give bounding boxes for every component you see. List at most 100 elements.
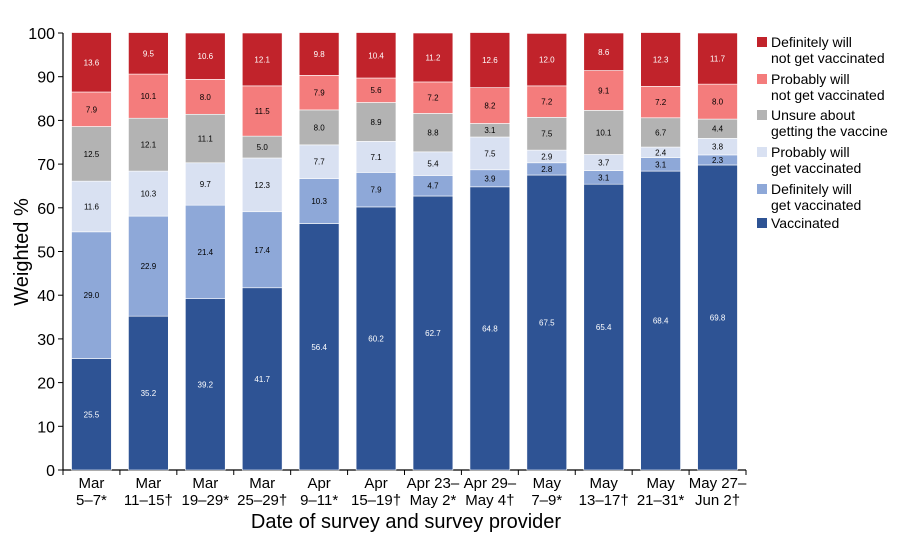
bar-segment (185, 79, 226, 115)
x-tick-label: Jun 2† (695, 492, 740, 509)
legend-swatch (757, 74, 767, 84)
data-label: 65.4 (596, 323, 612, 332)
bar-stack: 68.4 3.1 2.4 6.7 7.2 12.3 (640, 32, 681, 471)
data-label: 3.9 (484, 174, 496, 183)
data-label: 17.4 (254, 246, 270, 255)
bar-segment (412, 81, 454, 114)
legend-label: Definitely will (771, 181, 852, 197)
y-tick-label: 100 (28, 26, 55, 43)
x-tick-label: 15–19† (351, 492, 401, 509)
bar-segment (128, 117, 169, 172)
data-label: 35.2 (141, 389, 157, 398)
data-label: 8.0 (200, 93, 212, 102)
bar-segment (298, 75, 340, 111)
bar-stack: 25.5 29.0 11.6 12.5 7.9 13.6 (71, 32, 112, 471)
bar-segment (241, 157, 283, 213)
legend-label: Definitely will (771, 34, 852, 50)
x-tick-label: May (646, 475, 675, 492)
data-label: 2.3 (712, 156, 724, 165)
y-tick-label: 10 (37, 419, 55, 436)
bar-segment (241, 32, 283, 87)
bar-segment (71, 126, 112, 182)
legend-label: not get vaccinated (771, 50, 885, 66)
x-tick-label: 5–7* (76, 492, 107, 509)
data-label: 3.1 (484, 126, 496, 135)
x-tick-label: 11–15† (124, 492, 173, 509)
x-tick-label: Apr 29– (464, 475, 517, 492)
bar-stack: 60.2 7.9 7.1 8.9 5.6 10.4 (355, 32, 397, 471)
axes: 0 10 20 30 40 50 60 70 80 90 100 (28, 26, 747, 480)
x-tick-label: 19–29* (182, 492, 230, 509)
data-label: 62.7 (425, 329, 441, 338)
data-label: 12.1 (254, 55, 270, 64)
data-label: 3.8 (712, 143, 724, 152)
data-label: 5.4 (427, 160, 439, 169)
y-tick-label: 30 (37, 332, 55, 349)
legend-item: Vaccinated (757, 215, 839, 231)
data-label: 22.9 (141, 262, 157, 271)
bar-stack: 35.2 22.9 10.3 12.1 10.1 9.5 (128, 32, 169, 471)
x-tick-label: Mar (192, 475, 218, 492)
data-label: 7.9 (86, 105, 98, 114)
x-tick-label: 7–9* (531, 492, 562, 509)
data-label: 10.3 (311, 197, 327, 206)
data-label: 25.5 (84, 410, 100, 419)
bar-segment (583, 110, 624, 155)
x-tick-label: May (590, 475, 619, 492)
bar-segment (355, 172, 397, 208)
legend-label: not get vaccinated (771, 87, 885, 103)
bar-segment (640, 117, 681, 148)
legend-swatch (757, 147, 767, 157)
bar-segment (128, 315, 169, 471)
data-label: 11.5 (255, 107, 271, 116)
data-label: 11.7 (710, 55, 726, 64)
legend-label: Vaccinated (771, 215, 839, 231)
bar-stack: 64.8 3.9 7.5 3.1 8.2 12.6 (469, 32, 511, 471)
data-label: 8.0 (712, 98, 724, 107)
bar-segment (241, 287, 283, 471)
data-label: 67.5 (539, 319, 555, 328)
bar-segment (185, 32, 226, 80)
data-label: 3.1 (655, 160, 667, 169)
data-label: 10.1 (596, 128, 612, 137)
bar-segment (71, 32, 112, 93)
data-label: 12.6 (482, 56, 498, 65)
data-label: 4.7 (427, 182, 439, 191)
bar-segment (526, 33, 568, 87)
bar-stack: 67.5 2.8 2.9 7.5 7.2 12.0 (526, 33, 568, 471)
bar-segment (298, 178, 340, 224)
data-label: 7.2 (541, 98, 553, 107)
bar-segment (355, 32, 397, 79)
legend-swatch (757, 218, 767, 228)
data-label: 69.8 (710, 313, 726, 322)
bar-stack: 62.7 4.7 5.4 8.8 7.2 11.2 (412, 32, 454, 471)
bar-segment (640, 170, 681, 471)
bar-segment (128, 32, 169, 75)
legend-label: get vaccinated (771, 160, 861, 176)
data-label: 3.7 (598, 159, 610, 168)
data-label: 12.3 (653, 55, 669, 64)
data-label: 41.7 (254, 375, 270, 384)
x-tick-label: May (533, 475, 562, 492)
y-tick-label: 60 (37, 201, 55, 218)
x-tick-label: May 2* (410, 492, 457, 509)
y-tick-label: 40 (37, 288, 55, 305)
bar-segment (697, 83, 738, 120)
data-label: 11.6 (84, 202, 100, 211)
bar-segment (412, 195, 454, 471)
data-label: 7.2 (427, 94, 439, 103)
legend-label: getting the vaccine (771, 123, 888, 139)
bar-segment (298, 32, 340, 76)
x-tick-label: Mar (79, 475, 105, 492)
bar-segment (640, 32, 681, 87)
data-label: 12.3 (254, 181, 270, 190)
bar-segment (469, 186, 511, 471)
legend-label: Probably will (771, 71, 850, 87)
data-label: 5.0 (257, 143, 269, 152)
bar-segment (469, 136, 511, 171)
bar-stack: 69.8 2.3 3.8 4.4 8.0 11.7 (697, 32, 738, 471)
data-label: 9.7 (200, 180, 212, 189)
bar-segment (469, 87, 511, 124)
